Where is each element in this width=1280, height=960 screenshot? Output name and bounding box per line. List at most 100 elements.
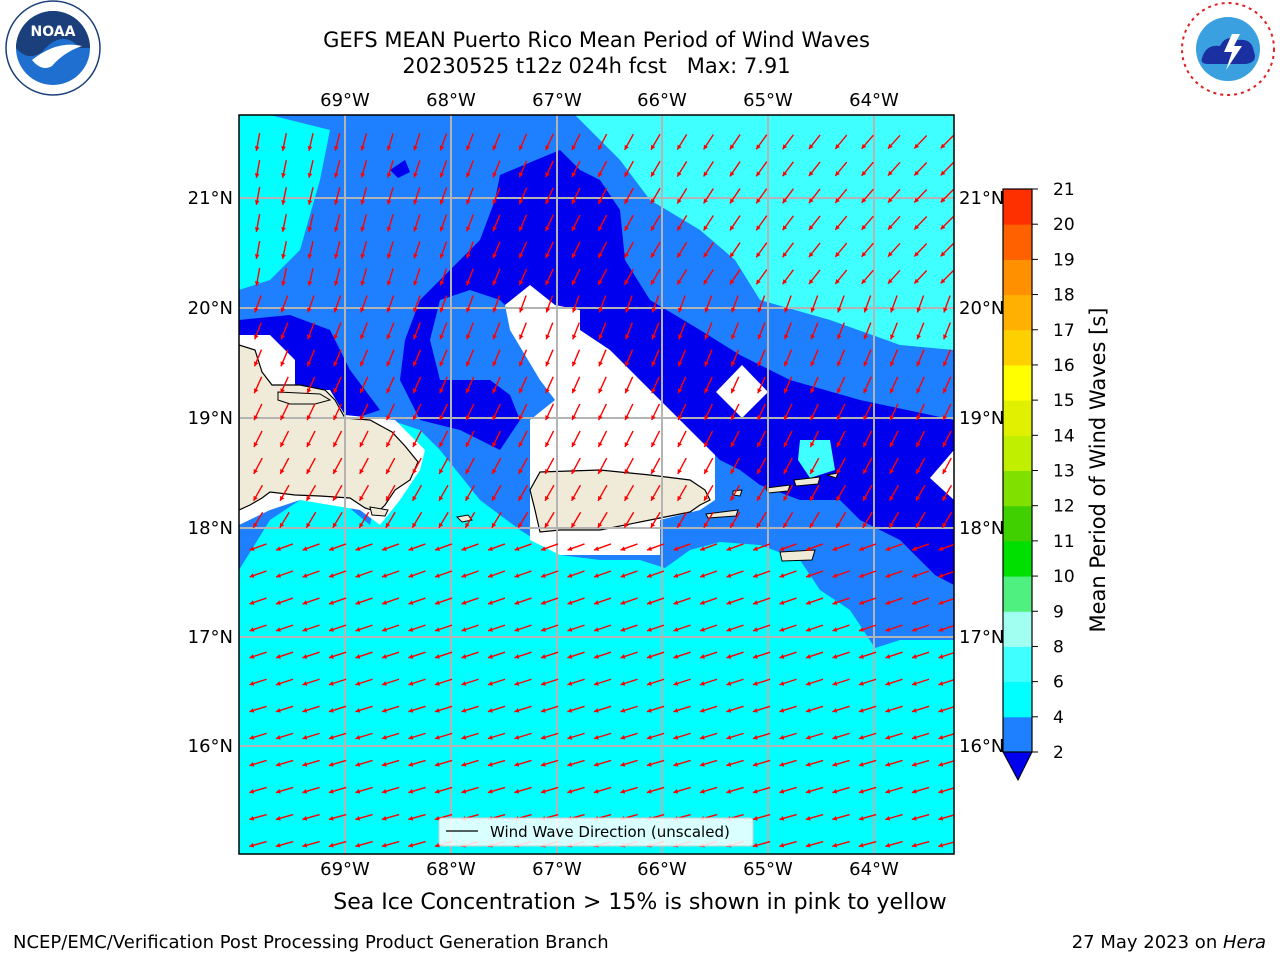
wave-direction-arrow <box>699 732 718 740</box>
colorbar-tick-label: 21 <box>1053 180 1075 200</box>
wave-direction-arrow <box>624 457 634 475</box>
wave-direction-arrow <box>651 295 660 313</box>
wave-direction-arrow <box>805 786 824 794</box>
colorbar-tick-label: 8 <box>1053 637 1064 657</box>
wave-direction-arrow <box>624 214 634 232</box>
sea-ice-note: Sea Ice Concentration > 15% is shown in … <box>333 890 947 915</box>
wave-direction-arrow <box>834 269 848 285</box>
colorbar-segment <box>1003 716 1032 753</box>
wave-direction-arrow <box>911 651 930 659</box>
wave-direction-arrow <box>464 484 476 502</box>
lat-label: 16°N <box>959 736 1004 757</box>
wave-direction-arrow <box>567 759 585 767</box>
wave-direction-arrow <box>757 349 766 367</box>
wave-direction-arrow <box>597 241 608 259</box>
lat-labels-right: 21°N 20°N 19°N 18°N 17°N 16°N <box>959 188 1004 757</box>
wave-direction-arrow <box>302 651 320 659</box>
wave-direction-arrow <box>571 430 581 448</box>
wave-direction-arrow <box>752 651 771 659</box>
wave-direction-arrow <box>836 403 846 421</box>
wave-direction-arrow <box>783 349 793 367</box>
wave-direction-arrow <box>491 484 502 502</box>
wave-direction-arrow <box>673 570 691 578</box>
wave-direction-arrow <box>438 484 449 502</box>
wave-direction-arrow <box>281 187 288 205</box>
wave-direction-arrow <box>731 322 739 340</box>
lon-label: 66°W <box>637 859 687 880</box>
wave-direction-arrow <box>540 705 559 713</box>
wave-direction-arrow <box>805 570 824 578</box>
wave-direction-arrow <box>938 543 954 551</box>
wave-direction-arrow <box>439 160 448 178</box>
wave-direction-arrow <box>275 759 294 767</box>
wave-direction-arrow <box>916 322 925 340</box>
wave-direction-arrow <box>518 457 528 475</box>
wave-direction-arrow <box>916 376 925 394</box>
land-puerto-rico <box>529 469 711 533</box>
wave-direction-arrow <box>650 484 661 502</box>
wave-direction-arrow <box>545 376 554 394</box>
wave-direction-arrow <box>837 295 845 313</box>
wave-direction-arrow <box>439 349 448 367</box>
wave-direction-arrow <box>328 840 347 848</box>
wave-direction-arrow <box>726 651 744 659</box>
wave-direction-arrow <box>413 160 421 178</box>
wave-direction-arrow <box>646 570 665 578</box>
wave-direction-arrow <box>434 570 453 578</box>
wave-direction-arrow <box>360 187 368 205</box>
wave-direction-arrow <box>783 430 793 448</box>
wave-direction-arrow <box>676 187 688 205</box>
wave-direction-arrow <box>755 242 768 258</box>
wave-direction-arrow <box>858 597 877 605</box>
colorbar-tick-label: 6 <box>1053 673 1064 693</box>
wave-direction-arrow <box>412 376 422 394</box>
wave-direction-arrow <box>650 160 661 178</box>
wave-direction-arrow <box>328 759 347 767</box>
wave-direction-arrow <box>624 403 634 421</box>
wave-direction-arrow <box>676 241 688 259</box>
wave-direction-arrow <box>885 705 903 713</box>
wave-direction-arrow <box>434 732 453 740</box>
wave-direction-arrow <box>567 786 585 794</box>
wave-direction-arrow <box>779 597 797 605</box>
wave-direction-arrow <box>650 403 661 421</box>
wave-direction-arrow <box>677 403 687 421</box>
wave-direction-arrow <box>863 376 872 394</box>
wave-direction-arrow <box>885 678 903 686</box>
wave-direction-arrow <box>832 759 850 767</box>
wave-direction-arrow <box>281 133 288 151</box>
wave-direction-arrow <box>703 242 714 258</box>
wave-direction-arrow <box>570 484 582 502</box>
wave-direction-arrow <box>941 511 953 529</box>
wave-direction-arrow <box>540 570 559 578</box>
colorbar-tick-label: 20 <box>1053 215 1075 235</box>
wave-direction-arrow <box>281 214 288 232</box>
wave-direction-arrow <box>858 786 877 794</box>
period-6-8-field <box>575 115 954 350</box>
wave-direction-arrow <box>699 651 718 659</box>
wave-direction-arrow <box>487 570 506 578</box>
wave-direction-arrow <box>620 786 638 794</box>
wave-direction-arrow <box>911 543 930 551</box>
wave-direction-arrow <box>673 678 691 686</box>
wave-direction-arrow <box>597 268 608 286</box>
wave-direction-arrow <box>861 188 874 204</box>
lat-label: 18°N <box>959 518 1004 539</box>
wave-direction-arrow <box>381 570 400 578</box>
wave-direction-arrow <box>597 187 608 205</box>
colorbar-segment <box>1003 435 1032 471</box>
wave-direction-arrow <box>518 133 528 151</box>
wave-direction-arrow <box>461 624 479 632</box>
colorbar-segment <box>1003 400 1032 436</box>
wave-direction-arrow <box>355 759 373 767</box>
wave-direction-arrow <box>302 732 320 740</box>
wave-direction-arrow <box>911 705 930 713</box>
wave-direction-arrow <box>408 678 426 686</box>
wave-direction-arrow <box>254 322 262 340</box>
colorbar-tick-label: 17 <box>1053 321 1075 341</box>
lat-label: 17°N <box>188 627 233 648</box>
wave-direction-arrow <box>885 786 903 794</box>
wave-direction-arrow <box>858 651 877 659</box>
wave-direction-arrow <box>332 511 343 529</box>
wave-direction-arrow <box>624 133 634 151</box>
